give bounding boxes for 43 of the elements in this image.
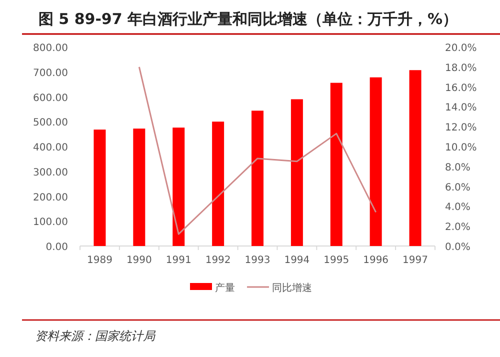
bar bbox=[330, 82, 342, 246]
y2-tick-label: 4.0% bbox=[445, 202, 470, 214]
bar bbox=[409, 70, 422, 246]
bar bbox=[133, 128, 146, 246]
y-tick-label: 700.00 bbox=[33, 68, 68, 79]
y-tick-label: 600.00 bbox=[33, 92, 68, 104]
x-tick-label: 1989 bbox=[86, 255, 112, 266]
bar bbox=[290, 99, 303, 246]
y2-tick-label: 8.0% bbox=[445, 162, 470, 174]
y-tick-label: 100.00 bbox=[33, 217, 68, 228]
bar bbox=[94, 130, 106, 246]
line-series bbox=[138, 66, 377, 235]
x-tick-label: 1996 bbox=[363, 255, 389, 266]
y2-tick-label: 14.0% bbox=[445, 102, 477, 114]
y-tick-label: 500.00 bbox=[33, 118, 68, 129]
y2-tick-label: 12.0% bbox=[445, 122, 477, 134]
y-tick-label: 400.00 bbox=[33, 142, 68, 154]
legend-label: 同比增速 bbox=[272, 282, 312, 294]
y-tick-label: 200.00 bbox=[33, 192, 68, 204]
bar bbox=[172, 128, 185, 246]
bar bbox=[252, 110, 264, 246]
y2-tick-label: 6.0% bbox=[445, 182, 470, 194]
bar bbox=[212, 122, 224, 246]
x-tick-label: 1992 bbox=[205, 255, 231, 266]
y-tick-label: 800.00 bbox=[33, 43, 68, 54]
y-tick-label: 0.00 bbox=[46, 242, 68, 253]
y2-tick-label: 16.0% bbox=[445, 82, 477, 94]
y2-tick-label: 10.0% bbox=[445, 142, 477, 154]
y2-tick-label: 18.0% bbox=[445, 62, 477, 74]
bar bbox=[370, 77, 382, 246]
y2-tick-label: 20.0% bbox=[445, 43, 477, 54]
x-tick-label: 1991 bbox=[166, 255, 192, 266]
chart-title: 图 5 89-97 年白酒行业产量和同比增速（单位：万千升，%） bbox=[38, 10, 458, 28]
y-tick-label: 300.00 bbox=[33, 167, 68, 178]
legend-label: 产量 bbox=[215, 282, 235, 294]
x-tick-label: 1990 bbox=[126, 255, 152, 266]
y2-tick-label: 2.0% bbox=[445, 222, 470, 234]
y2-tick-label: 0.0% bbox=[445, 242, 470, 253]
x-tick-label: 1995 bbox=[324, 255, 350, 266]
text: 资料来源：国家统计局 bbox=[35, 329, 156, 343]
x-tick-label: 1993 bbox=[244, 255, 270, 266]
x-tick-label: 1994 bbox=[284, 255, 310, 266]
x-tick-label: 1997 bbox=[402, 255, 428, 266]
